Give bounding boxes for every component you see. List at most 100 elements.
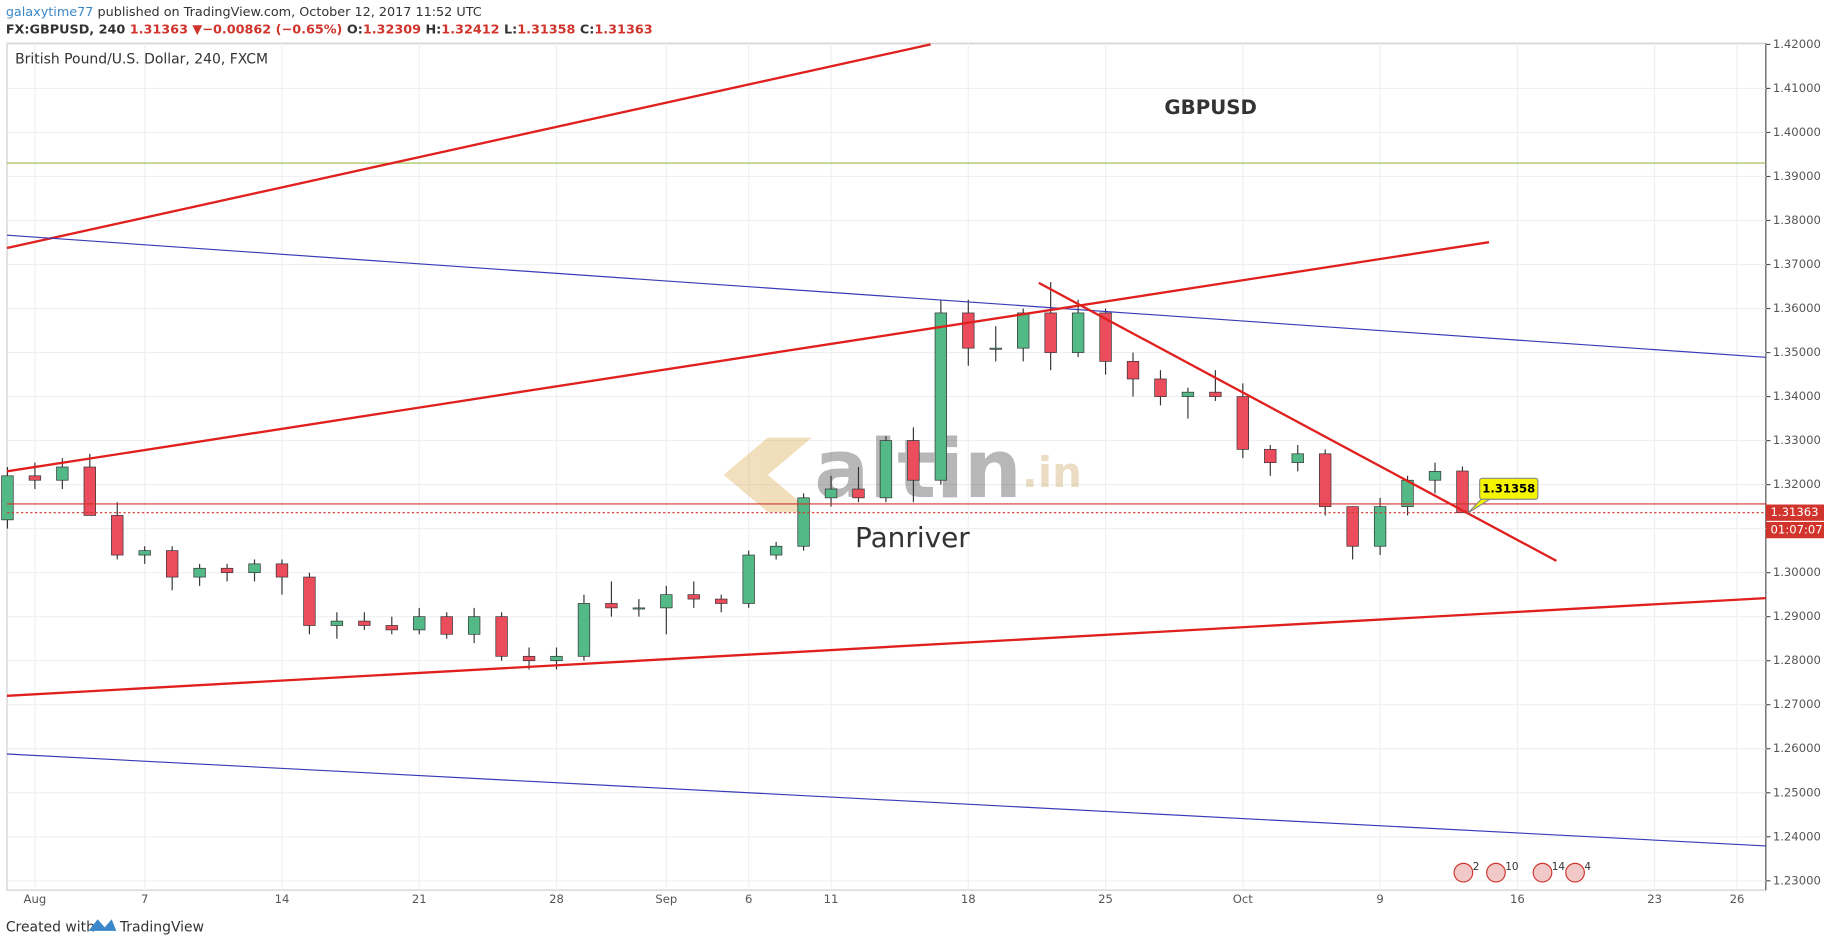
x-tick-label: 21 bbox=[412, 892, 427, 906]
y-tick-label: 1.34000 bbox=[1773, 389, 1821, 403]
y-tick-label: 1.23000 bbox=[1773, 873, 1821, 887]
candle-body bbox=[1181, 391, 1195, 397]
x-tick-label: 16 bbox=[1510, 892, 1525, 906]
header-line: galaxytime77 published on TradingView.co… bbox=[6, 4, 482, 19]
x-tick-label: 6 bbox=[745, 892, 752, 906]
y-tick-label: 1.29000 bbox=[1773, 609, 1821, 623]
high: 1.32412 bbox=[441, 22, 499, 37]
last: 1.31363 bbox=[130, 22, 188, 37]
x-tick-label: 28 bbox=[549, 892, 564, 906]
overlay: 1.31363 01:07:07 1.31358 2 10 14 4 bbox=[6, 477, 1824, 883]
candle-body bbox=[413, 616, 426, 631]
candle-body bbox=[1373, 506, 1387, 547]
y-tick-label: 1.37000 bbox=[1773, 257, 1821, 271]
candle-body bbox=[1099, 312, 1112, 362]
event-count: 2 bbox=[1473, 861, 1480, 873]
candle-body bbox=[138, 550, 151, 556]
candle-body bbox=[852, 488, 865, 499]
candle-body bbox=[111, 515, 124, 556]
event-count: 10 bbox=[1505, 861, 1518, 873]
trend-line bbox=[1038, 281, 1557, 562]
h-label: H: bbox=[425, 22, 441, 37]
y-tick-label: 1.41000 bbox=[1773, 81, 1821, 95]
candle-body bbox=[934, 312, 948, 481]
x-tick-label: Aug bbox=[24, 892, 47, 906]
candle-body bbox=[1456, 470, 1469, 514]
candle-body bbox=[632, 607, 646, 610]
event-icon bbox=[1486, 862, 1506, 883]
low: 1.31358 bbox=[517, 22, 575, 37]
candle-body bbox=[907, 440, 920, 481]
close: 1.31363 bbox=[594, 22, 652, 37]
candle-body bbox=[385, 625, 398, 631]
x-tick-label: 18 bbox=[961, 892, 976, 906]
candle-body bbox=[165, 550, 179, 578]
callout-label: 1.31358 bbox=[1482, 481, 1535, 495]
c-label: C: bbox=[580, 22, 595, 37]
y-tick-label: 1.33000 bbox=[1773, 433, 1821, 447]
footer-brand[interactable]: TradingView bbox=[119, 919, 204, 935]
candle-body bbox=[1346, 506, 1359, 547]
direction: ▼ bbox=[192, 22, 202, 37]
l-label: L: bbox=[504, 22, 517, 37]
last-price-label: 1.31363 bbox=[1770, 505, 1818, 519]
candle-body bbox=[275, 563, 289, 578]
event-icon bbox=[1453, 862, 1474, 883]
watermark-text: altin.in bbox=[814, 422, 1082, 517]
candle-body bbox=[1071, 312, 1085, 353]
chart-title: GBPUSD bbox=[1164, 96, 1256, 119]
y-tick-label: 1.40000 bbox=[1773, 125, 1821, 139]
author-tag: Panriver bbox=[855, 521, 970, 554]
candle-body bbox=[1291, 453, 1304, 463]
candle-body bbox=[577, 603, 591, 657]
author: galaxytime77 bbox=[6, 4, 94, 19]
x-tick-label: 9 bbox=[1376, 892, 1383, 906]
candle-body bbox=[28, 475, 42, 481]
candle-body bbox=[687, 594, 700, 600]
footer-created: Created with bbox=[6, 919, 95, 935]
y-tick-label: 1.36000 bbox=[1773, 301, 1821, 315]
y-tick-label: 1.24000 bbox=[1773, 829, 1821, 843]
change: −0.00862 (−0.65%) bbox=[202, 22, 342, 37]
footer-logo bbox=[88, 919, 117, 931]
drawings bbox=[6, 43, 1766, 847]
candle-body bbox=[467, 616, 481, 635]
symbol: FX:GBPUSD, 240 bbox=[6, 22, 126, 37]
candles bbox=[1, 282, 1469, 670]
candle-body bbox=[742, 554, 755, 604]
candle-body bbox=[193, 567, 206, 578]
x-tick-label: 23 bbox=[1647, 892, 1662, 906]
countdown-box bbox=[1765, 521, 1824, 539]
event-count: 4 bbox=[1584, 861, 1591, 873]
candle-body bbox=[1126, 361, 1140, 380]
x-tick-label: 7 bbox=[141, 892, 148, 906]
x-tick-label: 25 bbox=[1098, 892, 1113, 906]
candle-body bbox=[330, 620, 344, 626]
trend-line bbox=[6, 234, 1766, 358]
candle-body bbox=[660, 594, 673, 609]
y-tick-label: 1.38000 bbox=[1773, 213, 1821, 227]
candle-body bbox=[220, 567, 234, 574]
candle-body bbox=[1209, 391, 1222, 397]
candle-body bbox=[769, 545, 783, 556]
candle-body bbox=[56, 466, 69, 481]
candle-body bbox=[1264, 449, 1277, 463]
candle-body bbox=[605, 603, 618, 609]
countdown: 01:07:07 bbox=[1770, 523, 1822, 537]
last-price-box bbox=[1765, 504, 1824, 521]
trend-line bbox=[6, 43, 931, 250]
candle-body bbox=[1428, 471, 1442, 481]
ohlc-line: FX:GBPUSD, 240 1.31363 ▼−0.00862 (−0.65%… bbox=[6, 22, 653, 37]
x-tick-label: 11 bbox=[824, 892, 839, 906]
watermark-logo bbox=[723, 437, 812, 513]
candle-body bbox=[1236, 396, 1249, 450]
trend-line bbox=[6, 596, 1766, 698]
candle-body bbox=[989, 347, 1002, 350]
published: published on TradingView.com, October 12… bbox=[98, 4, 482, 19]
candle-body bbox=[495, 616, 508, 657]
candle-body bbox=[879, 440, 893, 499]
callout-box bbox=[1479, 477, 1539, 500]
watermark-suffix: .in bbox=[1022, 447, 1082, 496]
candle-body bbox=[248, 563, 261, 574]
